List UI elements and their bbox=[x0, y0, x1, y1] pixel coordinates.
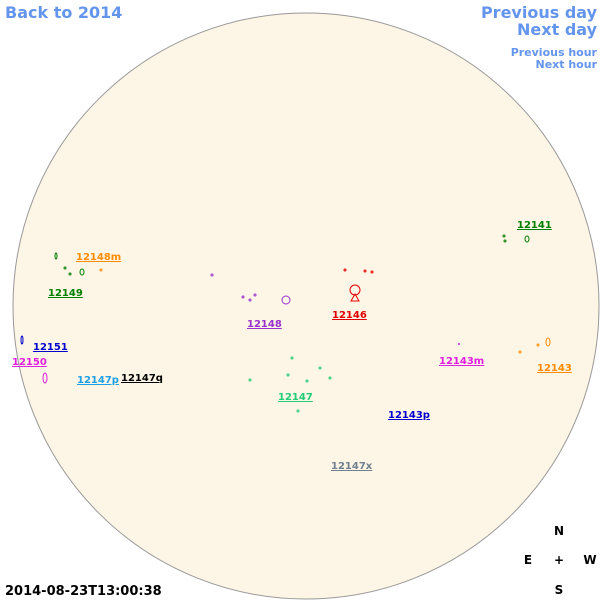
timestamp: 2014-08-23T13:00:38 bbox=[5, 584, 162, 599]
compass-north: N bbox=[554, 524, 564, 538]
region-label[interactable]: 12143m bbox=[439, 356, 484, 367]
back-link[interactable]: Back to 2014 bbox=[5, 3, 122, 22]
region-label[interactable]: 12146 bbox=[332, 310, 367, 321]
previous-day-link[interactable]: Previous day bbox=[481, 3, 598, 22]
region-label[interactable]: 12141 bbox=[517, 220, 552, 231]
next-hour-link[interactable]: Next hour bbox=[536, 58, 598, 71]
compass-south: S bbox=[555, 583, 564, 597]
region-label[interactable]: 12151 bbox=[33, 342, 68, 353]
compass-west: W bbox=[583, 553, 596, 567]
previous-hour-link[interactable]: Previous hour bbox=[511, 46, 598, 59]
region-label[interactable]: 12143 bbox=[537, 363, 572, 374]
spot-markings bbox=[20, 234, 551, 413]
region-label[interactable]: 12147p bbox=[77, 375, 119, 386]
region-label[interactable]: 12148m bbox=[76, 252, 121, 263]
region-label[interactable]: 12148 bbox=[247, 319, 282, 330]
region-label[interactable]: 12143p bbox=[388, 410, 430, 421]
solar-disk bbox=[12, 12, 600, 600]
region-label[interactable]: 12147q bbox=[121, 373, 163, 384]
compass-east: E bbox=[524, 553, 532, 567]
region-label[interactable]: 12150 bbox=[12, 357, 47, 368]
compass-center: + bbox=[554, 553, 564, 567]
next-day-link[interactable]: Next day bbox=[517, 20, 598, 39]
region-label[interactable]: 12149 bbox=[48, 288, 83, 299]
region-label[interactable]: 12147 bbox=[278, 392, 313, 403]
region-label[interactable]: 12147x bbox=[331, 461, 373, 472]
